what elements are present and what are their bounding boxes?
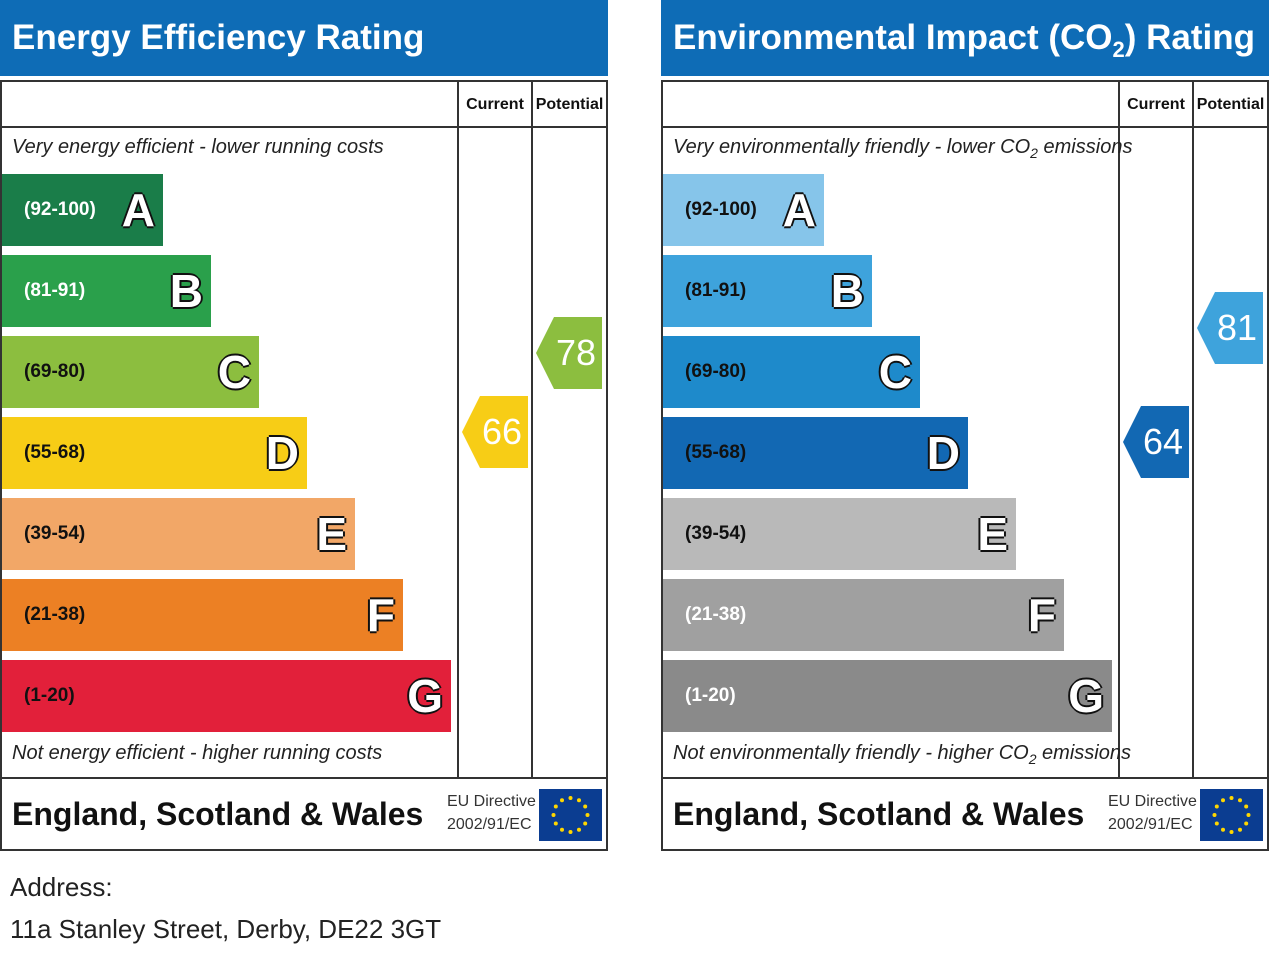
potential-rating-marker-value: 78	[555, 332, 596, 373]
current-column-divider	[457, 80, 459, 778]
region-label: England, Scotland & Wales	[12, 796, 424, 832]
header-divider	[0, 126, 608, 128]
band-b: (81-91) B	[2, 255, 211, 327]
current-column-divider	[1118, 80, 1120, 778]
band-range-label: (69-80)	[24, 361, 86, 382]
band-f: (21-38) F	[663, 579, 1064, 651]
band-range-label: (39-54)	[685, 523, 747, 544]
eu-flag-icon	[539, 789, 602, 841]
band-letter: E	[316, 508, 347, 560]
band-letter: C	[878, 346, 912, 398]
band-range-label: (55-68)	[24, 442, 86, 463]
band-c: (69-80) C	[663, 336, 920, 408]
band-range-label: (92-100)	[685, 199, 757, 220]
band-range-label: (69-80)	[685, 361, 747, 382]
band-b: (81-91) B	[663, 255, 872, 327]
top-note: Very energy efficient - lower running co…	[12, 136, 384, 158]
address-value: 11a Stanley Street, Derby, DE22 3GT	[10, 914, 442, 944]
current-rating-marker-arrow	[462, 396, 528, 468]
band-e: (39-54) E	[2, 498, 355, 570]
potential-column-divider	[531, 80, 533, 778]
footer-divider	[0, 777, 608, 779]
band-letter: B	[169, 265, 203, 317]
band-letter: A	[782, 184, 816, 236]
panel-title: Environmental Impact (CO2) Rating	[661, 0, 1269, 76]
potential-rating-marker-value: 81	[1216, 307, 1257, 348]
band-range-label: (92-100)	[24, 199, 96, 220]
current-rating-marker-value: 66	[481, 411, 522, 452]
potential-column-divider	[1192, 80, 1194, 778]
band-c: (69-80) C	[2, 336, 259, 408]
band-d: (55-68) D	[663, 417, 968, 489]
band-letter: G	[1068, 670, 1104, 722]
band-a: (92-100) A	[663, 174, 824, 246]
band-g: (1-20) G	[2, 660, 451, 732]
band-letter: B	[830, 265, 864, 317]
band-letter: G	[407, 670, 443, 722]
top-note: Very environmentally friendly - lower CO…	[673, 136, 1133, 161]
potential-rating-marker-arrow	[536, 317, 602, 389]
band-letter: A	[121, 184, 155, 236]
band-letter: C	[217, 346, 251, 398]
potential-rating-marker-arrow	[1197, 292, 1263, 364]
header-divider	[661, 126, 1269, 128]
current-column-header: Current	[466, 96, 524, 113]
energy-efficiency-panel: Energy Efficiency Rating Current Potenti…	[0, 0, 608, 852]
band-letter: F	[1027, 589, 1056, 641]
potential-rating-marker: 78	[536, 317, 602, 389]
potential-column-header: Potential	[1196, 96, 1265, 113]
eu-flag-icon	[1200, 789, 1263, 841]
band-f: (21-38) F	[2, 579, 403, 651]
band-range-label: (1-20)	[24, 685, 75, 706]
band-d: (55-68) D	[2, 417, 307, 489]
address-label: Address:	[10, 872, 113, 902]
band-range-label: (39-54)	[24, 523, 86, 544]
current-rating-marker-value: 64	[1142, 421, 1183, 462]
band-letter: D	[265, 427, 299, 479]
band-range-label: (21-38)	[685, 604, 747, 625]
band-letter: F	[366, 589, 395, 641]
band-range-label: (1-20)	[685, 685, 736, 706]
current-rating-marker: 64	[1123, 406, 1189, 478]
region-label: England, Scotland & Wales	[673, 796, 1085, 832]
band-range-label: (55-68)	[685, 442, 747, 463]
eu-directive-text: EU Directive 2002/91/EC	[447, 793, 536, 833]
potential-column-header: Potential	[535, 96, 604, 113]
current-column-header: Current	[1127, 96, 1185, 113]
band-range-label: (81-91)	[685, 280, 747, 301]
band-g: (1-20) G	[663, 660, 1112, 732]
panel-title: Energy Efficiency Rating	[0, 0, 608, 76]
current-rating-marker-arrow	[1123, 406, 1189, 478]
band-range-label: (21-38)	[24, 604, 86, 625]
band-letter: D	[926, 427, 960, 479]
band-letter: E	[977, 508, 1008, 560]
environmental-impact-panel: Environmental Impact (CO2) Rating Curren…	[661, 0, 1269, 852]
current-rating-marker: 66	[462, 396, 528, 468]
bottom-note: Not energy efficient - higher running co…	[12, 742, 383, 764]
band-a: (92-100) A	[2, 174, 163, 246]
potential-rating-marker: 81	[1197, 292, 1263, 364]
band-e: (39-54) E	[663, 498, 1016, 570]
bottom-note: Not environmentally friendly - higher CO…	[673, 742, 1131, 767]
band-range-label: (81-91)	[24, 280, 86, 301]
footer-divider	[661, 777, 1269, 779]
eu-directive-text: EU Directive 2002/91/EC	[1108, 793, 1197, 833]
